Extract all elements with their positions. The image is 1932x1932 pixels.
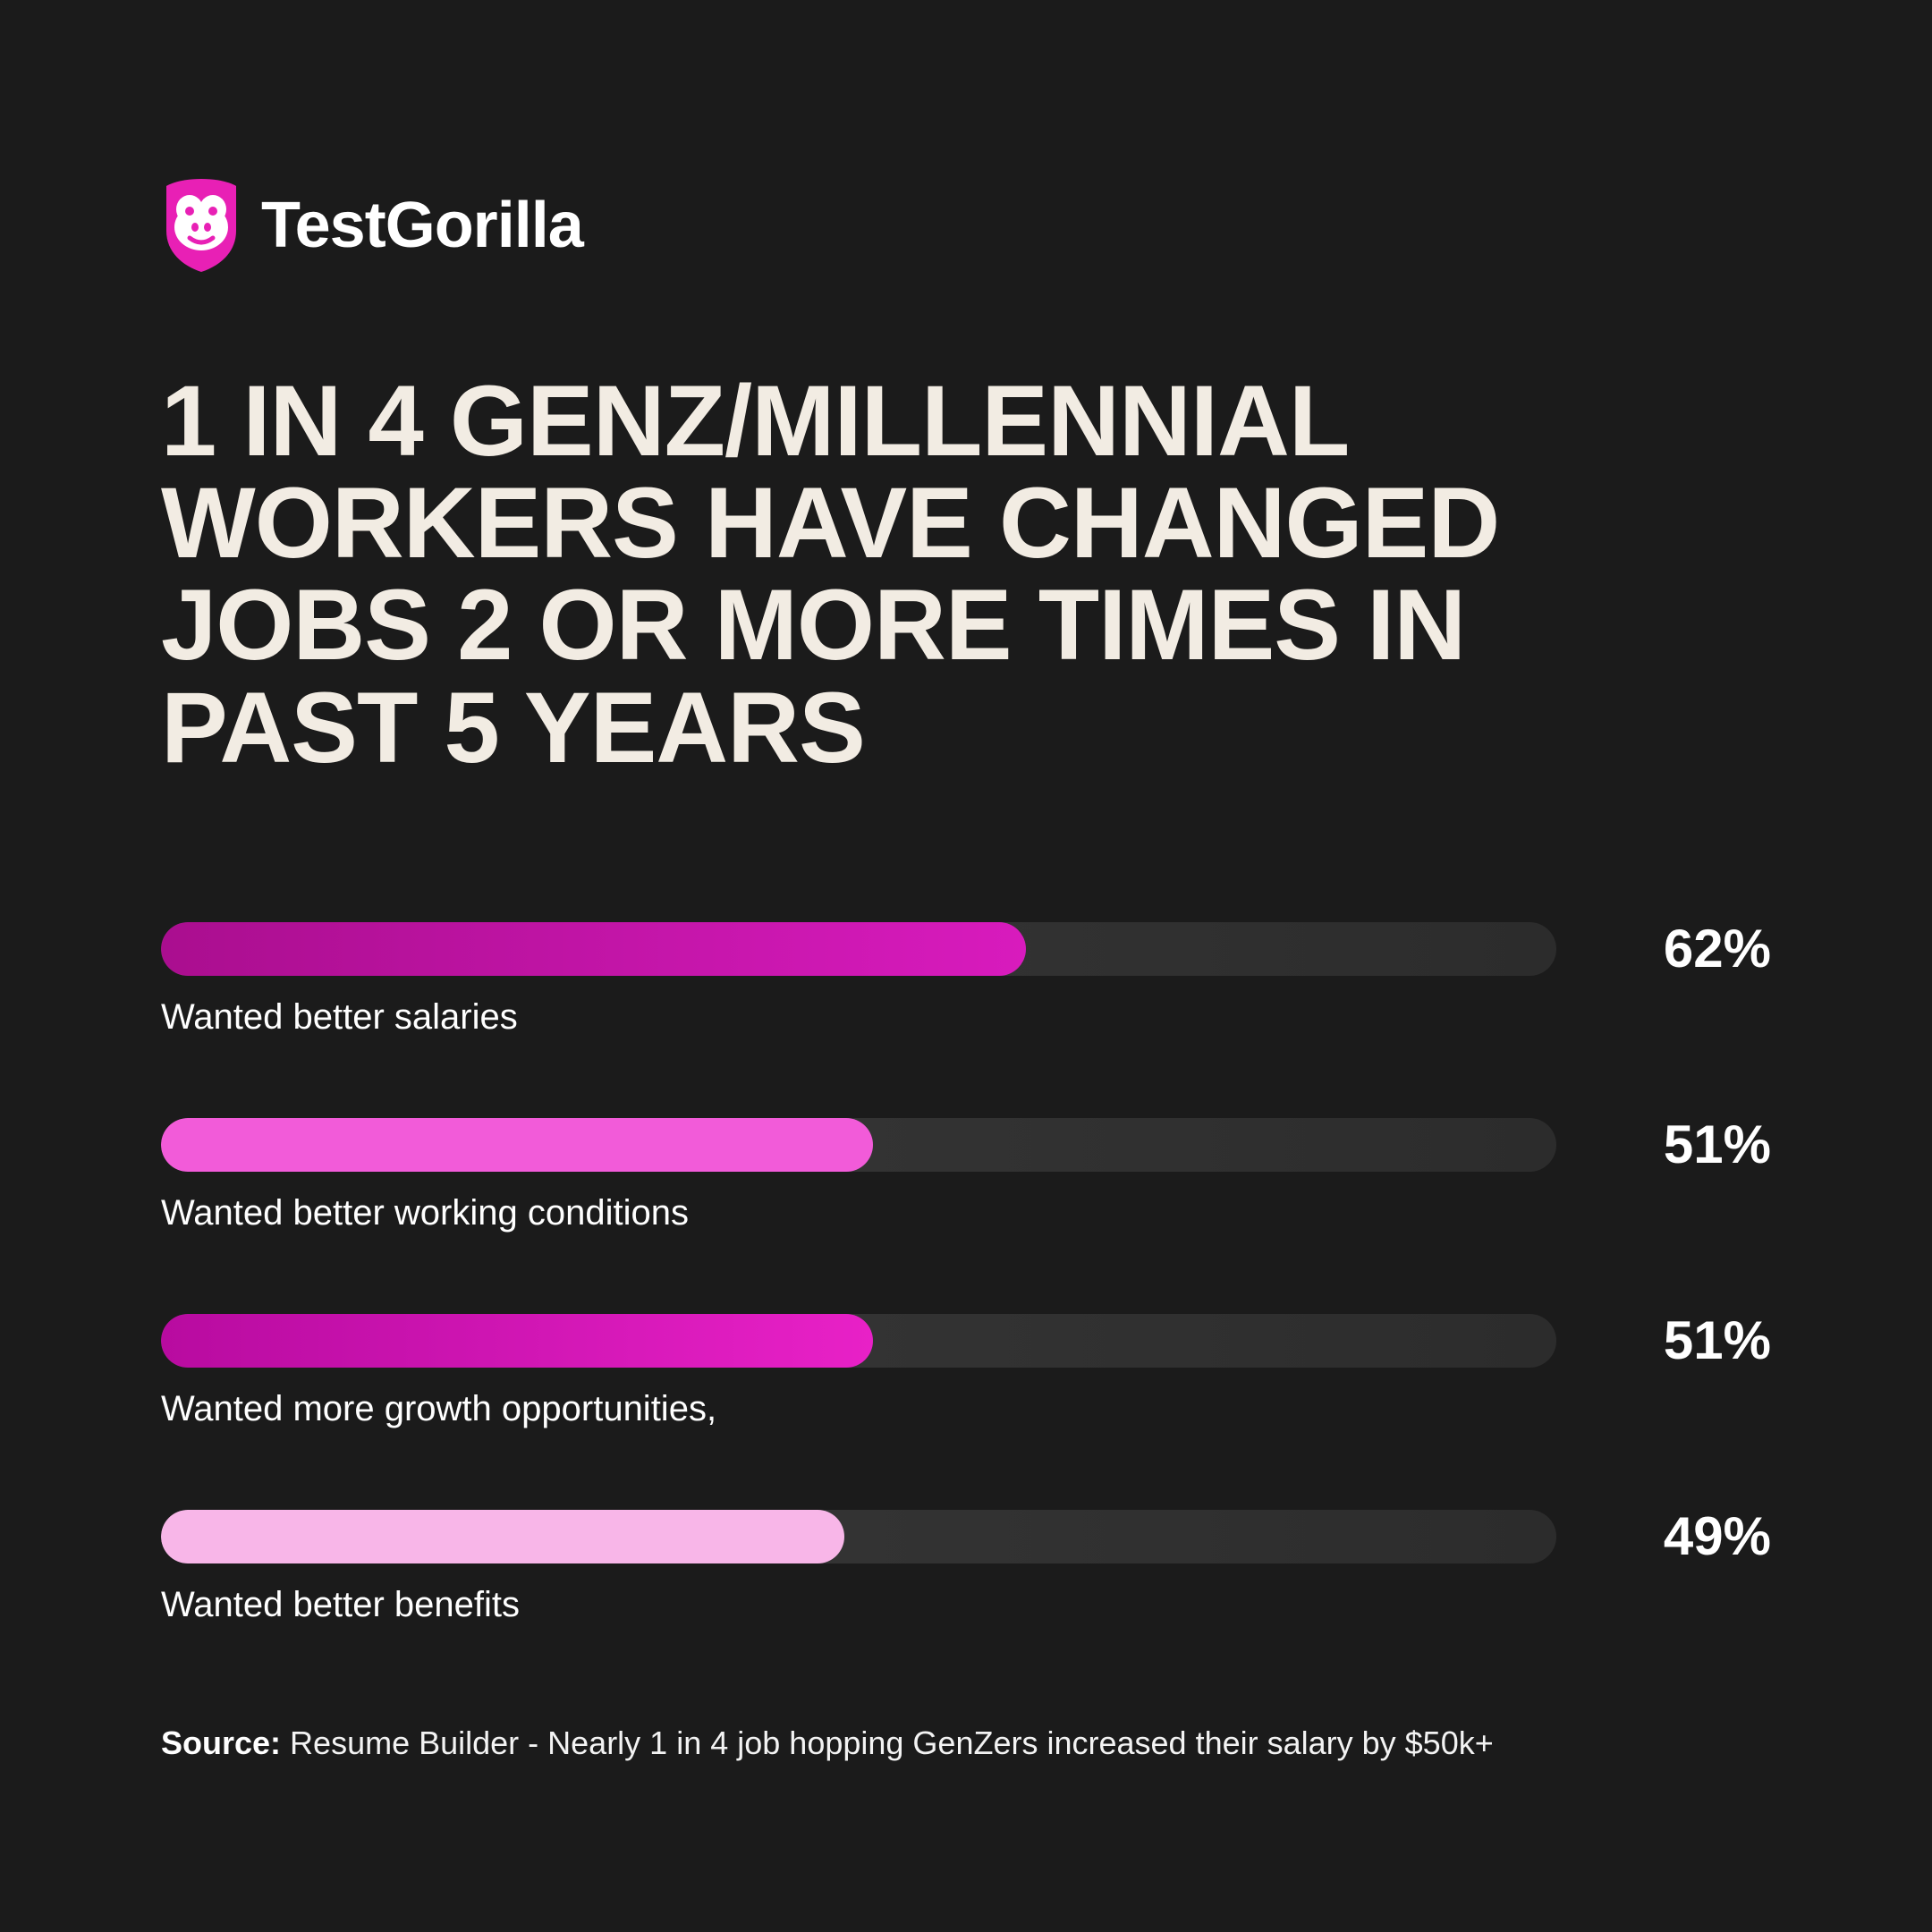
bar-chart: Wanted better salaries 62% Wanted better…	[161, 922, 1771, 1625]
bar-track	[161, 1118, 1556, 1172]
bar-percent: 62%	[1610, 922, 1771, 976]
bar-fill	[161, 922, 1026, 976]
bar-row: Wanted better benefits 49%	[161, 1510, 1771, 1625]
brand-logo: TestGorilla	[161, 179, 1771, 272]
bar-row: Wanted better working conditions 51%	[161, 1118, 1771, 1233]
bar-label: Wanted better benefits	[161, 1585, 1556, 1625]
bar-track	[161, 1510, 1556, 1563]
source-line: Source: Resume Builder - Nearly 1 in 4 j…	[161, 1724, 1494, 1762]
bar-label: Wanted more growth opportunities,	[161, 1389, 1556, 1429]
source-lead: Source:	[161, 1724, 281, 1761]
source-text: Resume Builder - Nearly 1 in 4 job hoppi…	[281, 1724, 1494, 1761]
bar-label: Wanted better salaries	[161, 997, 1556, 1038]
bar-row: Wanted better salaries 62%	[161, 922, 1771, 1038]
bar-track	[161, 922, 1556, 976]
bar-label: Wanted better working conditions	[161, 1193, 1556, 1233]
bar-fill	[161, 1510, 844, 1563]
bar-fill	[161, 1118, 873, 1172]
bar-fill	[161, 1314, 873, 1368]
bar-percent: 51%	[1610, 1118, 1771, 1172]
bar-track	[161, 1314, 1556, 1368]
bar-percent: 51%	[1610, 1314, 1771, 1368]
infographic-canvas: TestGorilla 1 IN 4 GENZ/MILLENNIAL WORKE…	[0, 0, 1932, 1932]
headline: 1 IN 4 GENZ/MILLENNIAL WORKERS HAVE CHAN…	[161, 370, 1735, 779]
bar-row: Wanted more growth opportunities, 51%	[161, 1314, 1771, 1429]
bar-percent: 49%	[1610, 1510, 1771, 1563]
brand-name: TestGorilla	[261, 189, 583, 262]
gorilla-shield-icon	[161, 179, 242, 272]
